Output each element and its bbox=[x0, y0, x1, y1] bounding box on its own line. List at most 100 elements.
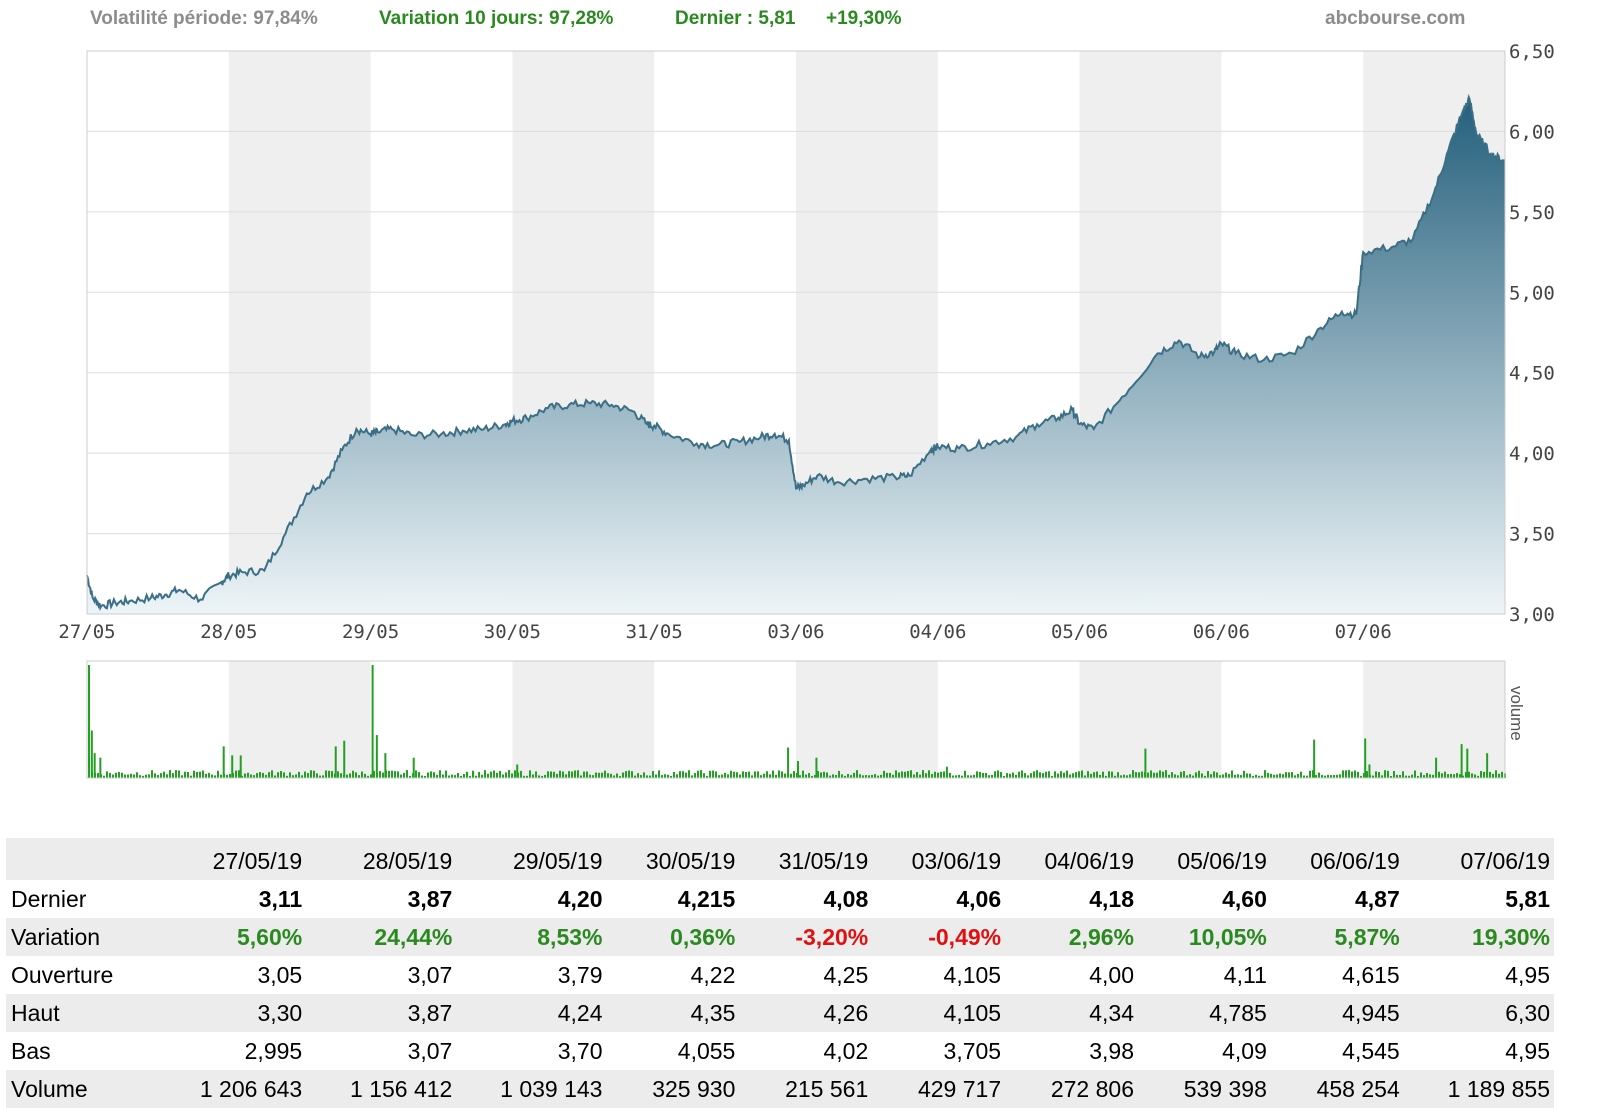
volume-bar bbox=[1306, 775, 1308, 778]
volume-bar bbox=[430, 771, 432, 778]
volume-bar bbox=[814, 774, 816, 778]
volume-bar bbox=[949, 772, 951, 778]
volume-bar bbox=[1459, 774, 1461, 778]
volume-bar bbox=[772, 770, 774, 778]
y-tick-label: 6,50 bbox=[1509, 41, 1555, 63]
table-cell: 4,615 bbox=[1342, 961, 1400, 988]
volume-bar bbox=[955, 775, 957, 778]
volume-bar bbox=[808, 773, 810, 778]
volume-bar bbox=[1183, 771, 1185, 778]
table-cell: 1 156 412 bbox=[350, 1075, 453, 1102]
volume-bar bbox=[118, 771, 120, 778]
volume-bar bbox=[1117, 772, 1119, 778]
volume-bar bbox=[862, 775, 864, 778]
volume-spike bbox=[222, 746, 225, 778]
volume-bar bbox=[184, 771, 186, 778]
volume-bar bbox=[688, 770, 690, 778]
volume-bar bbox=[1447, 774, 1449, 778]
table-cell: 4,785 bbox=[1209, 999, 1267, 1026]
volume-bar bbox=[1132, 770, 1134, 778]
table-date-header: 29/05/19 bbox=[512, 847, 603, 874]
y-tick-labels: 3,00 3,50 4,00 4,50 5,00 5,50 6,00 6,50 bbox=[1509, 41, 1555, 626]
volume-spike bbox=[1460, 744, 1463, 778]
volume-bar bbox=[1360, 775, 1362, 778]
volume-bar bbox=[382, 772, 384, 778]
volume-bar bbox=[724, 772, 726, 778]
site-logo[interactable]: abcbourse.com bbox=[1325, 8, 1466, 29]
volume-bar bbox=[694, 773, 696, 778]
volume-bar bbox=[388, 770, 390, 778]
volume-bar bbox=[1072, 773, 1074, 778]
table-cell: 4,18 bbox=[1089, 885, 1134, 912]
volume-bar bbox=[463, 773, 465, 778]
volume-bar bbox=[238, 770, 240, 778]
volume-bar bbox=[1384, 770, 1386, 778]
volume-bar bbox=[856, 770, 858, 778]
volume-bar bbox=[421, 775, 423, 778]
volume-bar bbox=[1114, 775, 1116, 778]
volume-bar bbox=[190, 775, 192, 778]
volume-bar bbox=[754, 771, 756, 778]
volume-bar bbox=[253, 775, 255, 778]
volume-bar bbox=[1075, 772, 1077, 778]
table-cell: -3,20% bbox=[795, 923, 869, 950]
volume-bar bbox=[1471, 773, 1473, 778]
volume-bar bbox=[793, 771, 795, 778]
volume-bar bbox=[286, 775, 288, 778]
table-cell: 4,11 bbox=[1223, 961, 1267, 988]
volume-bar bbox=[904, 771, 906, 778]
volume-bar bbox=[211, 774, 213, 778]
volume-bar bbox=[709, 770, 711, 778]
volume-bar bbox=[1312, 770, 1314, 778]
volume-bar bbox=[958, 774, 960, 778]
volume-bar bbox=[439, 770, 441, 778]
volume-spike bbox=[1368, 764, 1371, 778]
volume-bar bbox=[1051, 775, 1053, 778]
table-row: Variation 5,60% 24,44% 8,53% 0,36% -3,20% -0,4… bbox=[6, 918, 1554, 956]
volume-spike bbox=[384, 753, 387, 778]
volume-bar bbox=[907, 771, 909, 778]
table-body: Dernier 3,11 3,87 4,20 4,215 4,08 4,06 4,18 4,60… bbox=[6, 880, 1554, 1108]
table-cell: 4,215 bbox=[677, 885, 736, 912]
volume-bar bbox=[241, 775, 243, 778]
table-cell: 6,30 bbox=[1505, 999, 1550, 1026]
volume-bar bbox=[1399, 774, 1401, 778]
table-date-header: 06/06/19 bbox=[1310, 847, 1400, 874]
volume-bar bbox=[1429, 774, 1431, 778]
volume-bar bbox=[610, 773, 612, 778]
volume-bar bbox=[235, 770, 237, 778]
volume-bar bbox=[1171, 772, 1173, 778]
volume-bar bbox=[1078, 771, 1080, 778]
volume-bar bbox=[196, 771, 198, 778]
volume-bar bbox=[997, 770, 999, 778]
table-cell: 458 254 bbox=[1316, 1075, 1400, 1102]
volume-bar bbox=[499, 770, 501, 778]
volume-bar bbox=[418, 772, 420, 778]
volume-bar bbox=[1441, 773, 1443, 778]
volume-bar bbox=[301, 775, 303, 778]
volume-bar bbox=[1438, 771, 1440, 778]
volume-bar bbox=[682, 771, 684, 778]
volume-bar bbox=[1249, 773, 1251, 778]
volume-bar bbox=[364, 773, 366, 778]
volume-spike bbox=[99, 757, 102, 778]
volume-bar bbox=[1348, 770, 1350, 778]
table-cell: 4,26 bbox=[823, 999, 869, 1026]
volume-bar bbox=[151, 770, 153, 778]
volume-bar bbox=[826, 772, 828, 778]
table-cell: 272 806 bbox=[1050, 1075, 1134, 1102]
volume-bar bbox=[913, 774, 915, 778]
volume-bar bbox=[496, 772, 498, 778]
volume-bar bbox=[559, 770, 561, 778]
volume-bar bbox=[148, 774, 150, 778]
volume-bar bbox=[442, 774, 444, 778]
volume-bar bbox=[481, 774, 483, 778]
volume-bar bbox=[244, 773, 246, 778]
table-date-header: 27/05/19 bbox=[212, 847, 303, 874]
volume-bar bbox=[1402, 771, 1404, 778]
volume-bar bbox=[169, 770, 171, 778]
volume-bar bbox=[1105, 775, 1107, 778]
volume-bar bbox=[280, 771, 282, 778]
volume-bar bbox=[1495, 770, 1497, 778]
table-cell: 3,07 bbox=[407, 1037, 453, 1064]
